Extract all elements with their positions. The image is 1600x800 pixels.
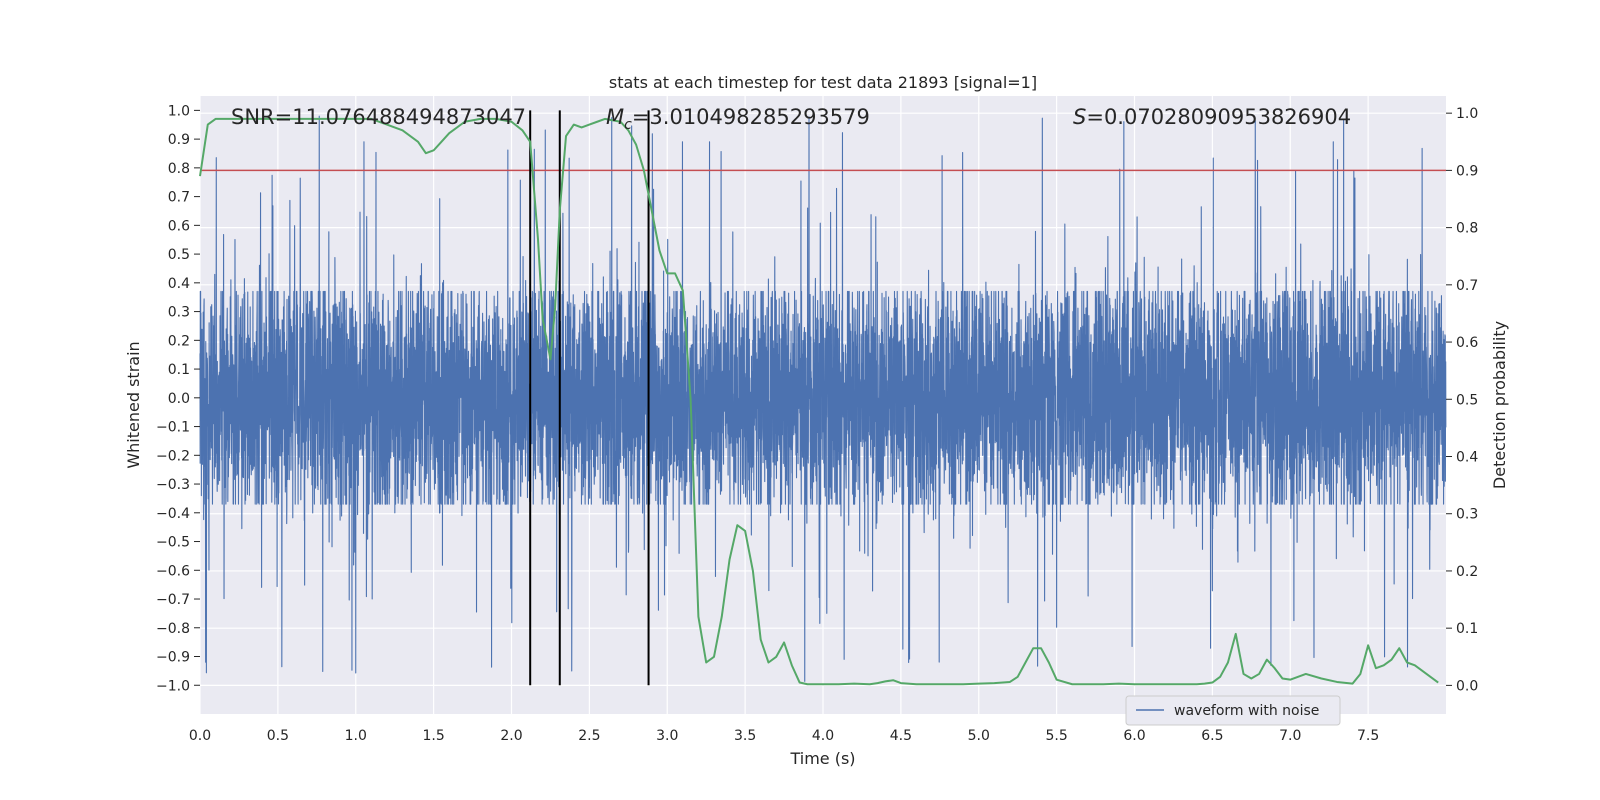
x-axis-label: Time (s) (789, 749, 855, 768)
s-symbol: S (1073, 105, 1086, 129)
y-left-tick-label: −0.3 (156, 477, 190, 493)
y-left-tick-label: −0.6 (156, 563, 190, 579)
y-left-tick-label: −0.5 (156, 535, 190, 551)
y-right-tick-label: 0.2 (1456, 564, 1478, 580)
y-left-tick-label: −1.0 (156, 678, 190, 694)
x-tick-label: 0.5 (267, 728, 289, 744)
y-left-tick-label: 0.5 (168, 247, 190, 263)
legend: waveform with noise (1125, 695, 1341, 726)
y-right-tick-label: 0.5 (1456, 392, 1478, 408)
x-tick-label: 3.5 (734, 728, 756, 744)
y-right-tick-label: 1.0 (1456, 106, 1478, 122)
snr-annotation: SNR=11.076488494873047 (231, 105, 526, 129)
x-tick-label: 4.0 (812, 728, 834, 744)
y-left-tick-label: −0.2 (156, 448, 190, 464)
y-left-tick-label: 0.3 (168, 305, 190, 321)
legend-box (1125, 695, 1341, 726)
x-tick-label: 3.0 (656, 728, 678, 744)
chirp-mass-subscript: c (624, 117, 632, 133)
y-left-tick-label: −0.7 (156, 592, 190, 608)
legend-label-waveform: waveform with noise (1174, 703, 1319, 719)
y-left-tick-label: 0.7 (168, 190, 190, 206)
x-tick-label: 1.0 (345, 728, 367, 744)
y-left-tick-label: 0.8 (168, 161, 190, 177)
probability-line (199, 117, 1439, 686)
y-right-tick-label: 0.8 (1456, 221, 1478, 237)
y-right-tick-label: 0.7 (1456, 278, 1478, 294)
s-annotation: S=0.07028090953826904 (1073, 105, 1351, 129)
y-left-tick-label: −0.9 (156, 650, 190, 666)
x-tick-label: 6.0 (1123, 728, 1145, 744)
y-left-tick-label: 0.1 (168, 362, 190, 378)
x-tick-label: 5.5 (1045, 728, 1067, 744)
y-right-tick-label: 0.3 (1456, 507, 1478, 523)
x-tick-label: 6.5 (1201, 728, 1223, 744)
chirp-mass-symbol: M (606, 105, 624, 129)
x-axis-ticks: 0.0 0.5 1.0 1.5 2.0 2.5 3.0 3.5 4.0 4.5 5.0 5.5 6.0 6… (189, 728, 1379, 744)
s-value: =0.07028090953826904 (1086, 105, 1351, 129)
y-left-tick-label: 0.0 (168, 391, 190, 407)
y-right-tick-label: 0.6 (1456, 335, 1478, 351)
x-tick-label: 0.0 (189, 728, 211, 744)
y-left-tick-label: 0.6 (168, 218, 190, 234)
y-left-tick-label: −0.4 (156, 506, 190, 522)
y-right-axis-ticks: 1.0 0.9 0.8 0.7 0.6 0.5 0.4 0.3 0.2 0.1 0.0 (1446, 106, 1478, 694)
x-tick-label: 5.0 (968, 728, 990, 744)
y-left-tick-label: −0.1 (156, 420, 190, 436)
chirp-mass-value: =3.010498285293579 (632, 105, 870, 129)
y-left-tick-label: 1.0 (168, 103, 190, 119)
y-left-tick-label: 0.2 (168, 333, 190, 349)
y-right-tick-label: 0.1 (1456, 621, 1478, 637)
y-left-axis-ticks: 1.0 0.9 0.8 0.7 0.6 0.5 0.4 0.3 0.2 0.1 0.0 −0.1 −0.… (156, 103, 200, 694)
y-left-axis-label: Whitened strain (124, 341, 143, 468)
y-right-axis-label: Detection probability (1490, 321, 1509, 489)
x-tick-label: 4.5 (890, 728, 912, 744)
x-tick-label: 7.5 (1357, 728, 1379, 744)
waveform-line (199, 115, 1447, 682)
chirp-mass-annotation: Mc=3.010498285293579 (606, 105, 870, 133)
y-left-tick-label: −0.8 (156, 621, 190, 637)
x-tick-label: 1.5 (422, 728, 444, 744)
probability-series (199, 117, 1439, 686)
y-left-tick-label: 0.9 (168, 132, 190, 148)
x-tick-label: 2.5 (578, 728, 600, 744)
y-right-tick-label: 0.0 (1456, 678, 1478, 694)
y-right-tick-label: 0.9 (1456, 163, 1478, 179)
waveform-series (199, 115, 1447, 682)
chart-title: stats at each timestep for test data 218… (609, 73, 1037, 92)
x-tick-label: 7.0 (1279, 728, 1301, 744)
y-left-tick-label: 0.4 (168, 276, 190, 292)
y-right-tick-label: 0.4 (1456, 450, 1478, 466)
x-tick-label: 2.0 (500, 728, 522, 744)
